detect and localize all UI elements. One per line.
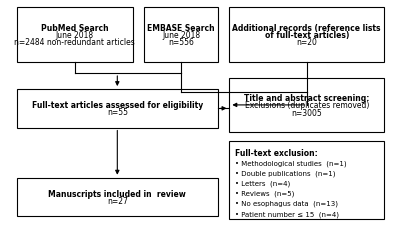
FancyBboxPatch shape [17, 90, 218, 128]
Text: n=3005: n=3005 [291, 108, 322, 117]
Text: Manuscripts included in  review: Manuscripts included in review [48, 189, 186, 198]
Text: of full-text articles): of full-text articles) [264, 31, 349, 40]
Text: n=20: n=20 [296, 38, 317, 47]
FancyBboxPatch shape [230, 78, 384, 133]
Text: PubMed Search: PubMed Search [41, 24, 108, 33]
Text: n=55: n=55 [107, 108, 128, 117]
FancyBboxPatch shape [17, 8, 133, 63]
Text: June 2018: June 2018 [56, 31, 94, 40]
Text: June 2018: June 2018 [162, 31, 200, 40]
FancyBboxPatch shape [230, 142, 384, 218]
Text: Full-text exclusion:: Full-text exclusion: [235, 148, 318, 157]
Text: n=2484 non-redundant articles: n=2484 non-redundant articles [14, 38, 135, 47]
FancyBboxPatch shape [17, 178, 218, 216]
Text: • Double publications  (n=1): • Double publications (n=1) [235, 169, 336, 176]
Text: n=556: n=556 [168, 38, 194, 47]
Text: • Letters  (n=4): • Letters (n=4) [235, 180, 290, 186]
Text: • Reviews  (n=5): • Reviews (n=5) [235, 190, 294, 196]
FancyBboxPatch shape [144, 8, 218, 63]
Text: • Methodological studies  (n=1): • Methodological studies (n=1) [235, 159, 347, 166]
Text: Title and abstract screening:: Title and abstract screening: [244, 94, 370, 103]
Text: • No esophagus data  (n=13): • No esophagus data (n=13) [235, 200, 338, 207]
Text: • Patient number ≤ 15  (n=4): • Patient number ≤ 15 (n=4) [235, 210, 339, 217]
Text: EMBASE Search: EMBASE Search [147, 24, 215, 33]
Text: Exclusions (duplicates removed): Exclusions (duplicates removed) [244, 101, 369, 110]
Text: n=27: n=27 [107, 196, 128, 205]
Text: Additional records (reference lists: Additional records (reference lists [232, 24, 381, 33]
Text: Full-text articles assessed for eligibility: Full-text articles assessed for eligibil… [32, 101, 203, 110]
FancyBboxPatch shape [230, 8, 384, 63]
